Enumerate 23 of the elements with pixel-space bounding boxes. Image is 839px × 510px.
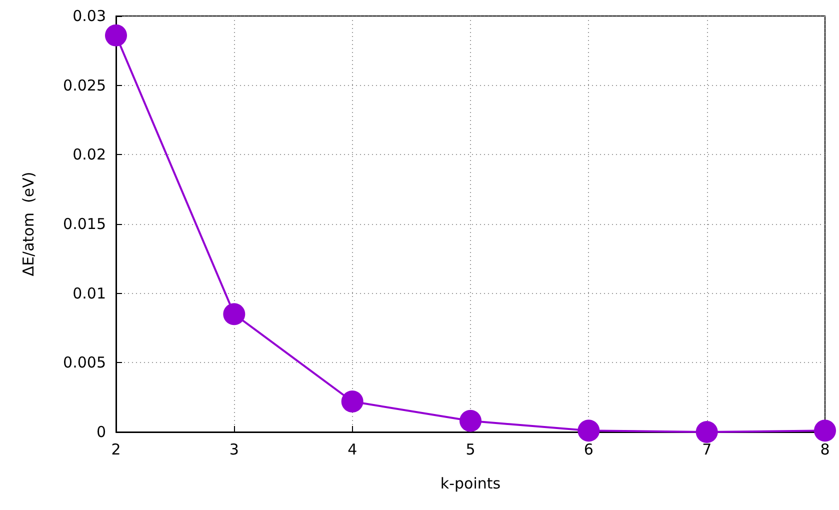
point [578,420,600,442]
point [341,390,364,412]
y-tick-label: 0.03 [72,7,106,25]
x-tick-label: 2 [111,440,121,458]
y-axis-title: ΔE/atom (eV) [20,172,38,276]
point [223,303,246,326]
x-tick-label: 5 [466,440,476,458]
x-tick-label: 3 [229,440,239,458]
x-tick-label: 6 [584,440,594,458]
point [814,420,836,442]
x-tick-label: 4 [348,440,358,458]
y-tick-label: 0.015 [63,215,106,233]
x-tick-label: 7 [702,440,712,458]
point [105,24,127,46]
y-tick-label: 0.025 [63,76,106,94]
y-tick-label: 0.01 [72,284,106,302]
y-tick-label: 0 [96,423,106,441]
point [696,421,718,443]
x-axis-title: k-points [440,474,501,492]
y-tick-label: 0.005 [63,354,106,372]
point [460,410,482,432]
y-tick-label: 0.02 [72,146,106,164]
x-tick-label: 8 [820,440,830,458]
